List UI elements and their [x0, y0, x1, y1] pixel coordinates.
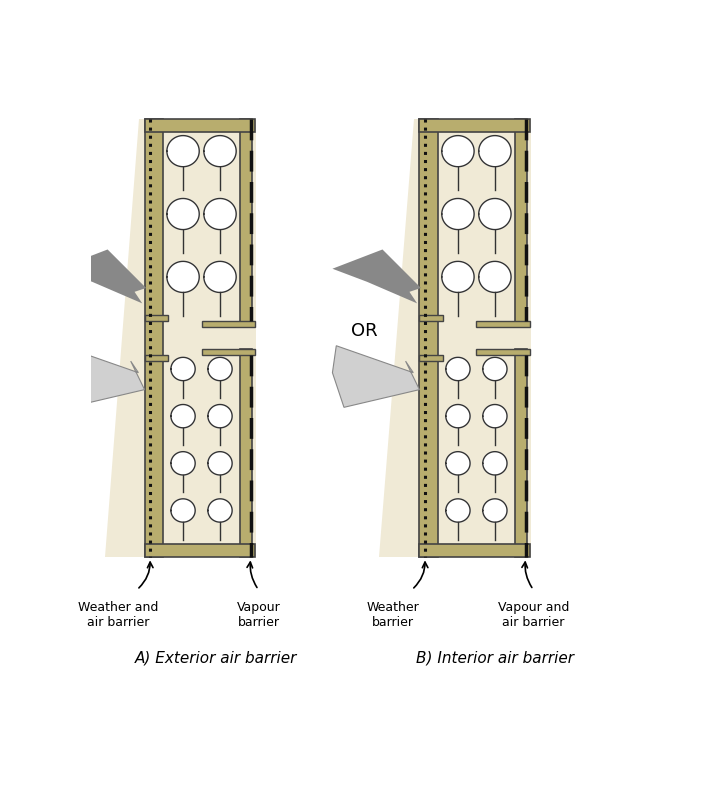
Polygon shape [419, 120, 438, 558]
Polygon shape [483, 452, 507, 475]
Polygon shape [333, 251, 421, 304]
Polygon shape [479, 262, 511, 293]
Text: Weather
barrier: Weather barrier [367, 600, 419, 628]
Text: Vapour
barrier: Vapour barrier [237, 600, 280, 628]
Polygon shape [446, 405, 470, 428]
Polygon shape [208, 452, 232, 475]
Polygon shape [204, 262, 236, 293]
Bar [419, 544, 530, 558]
Polygon shape [446, 452, 470, 475]
Polygon shape [167, 137, 199, 168]
Polygon shape [171, 358, 196, 381]
Polygon shape [442, 199, 474, 230]
Polygon shape [483, 499, 507, 523]
Bar [240, 349, 252, 558]
Polygon shape [58, 251, 146, 304]
Polygon shape [479, 137, 511, 168]
Polygon shape [167, 262, 199, 293]
Bar [144, 120, 255, 133]
Bar [201, 322, 255, 328]
Bar [515, 349, 528, 558]
Polygon shape [208, 405, 232, 428]
Polygon shape [333, 346, 419, 408]
Polygon shape [483, 358, 507, 381]
Polygon shape [105, 120, 256, 558]
Bar [476, 322, 530, 328]
Polygon shape [171, 499, 196, 523]
Bar [144, 544, 255, 558]
Polygon shape [204, 137, 236, 168]
Bar [419, 120, 530, 133]
Polygon shape [208, 499, 232, 523]
Text: Weather and
air barrier: Weather and air barrier [78, 600, 159, 628]
Polygon shape [208, 358, 232, 381]
Text: OR: OR [351, 322, 378, 340]
Text: A) Exterior air barrier: A) Exterior air barrier [135, 650, 297, 665]
Bar [201, 349, 255, 356]
Polygon shape [479, 199, 511, 230]
Bar [240, 120, 252, 328]
Polygon shape [204, 199, 236, 230]
Polygon shape [446, 499, 470, 523]
Polygon shape [483, 405, 507, 428]
Polygon shape [58, 346, 144, 408]
Bar [515, 120, 528, 328]
Polygon shape [171, 452, 196, 475]
Polygon shape [144, 120, 163, 558]
Bar [419, 356, 442, 361]
Polygon shape [442, 262, 474, 293]
Polygon shape [167, 199, 199, 230]
Bar [476, 349, 530, 356]
Polygon shape [171, 405, 196, 428]
Polygon shape [380, 120, 531, 558]
Polygon shape [442, 137, 474, 168]
Bar [419, 316, 442, 322]
Bar [144, 316, 168, 322]
Polygon shape [446, 358, 470, 381]
Text: Vapour and
air barrier: Vapour and air barrier [498, 600, 569, 628]
Text: B) Interior air barrier: B) Interior air barrier [416, 650, 574, 665]
Bar [144, 356, 168, 361]
